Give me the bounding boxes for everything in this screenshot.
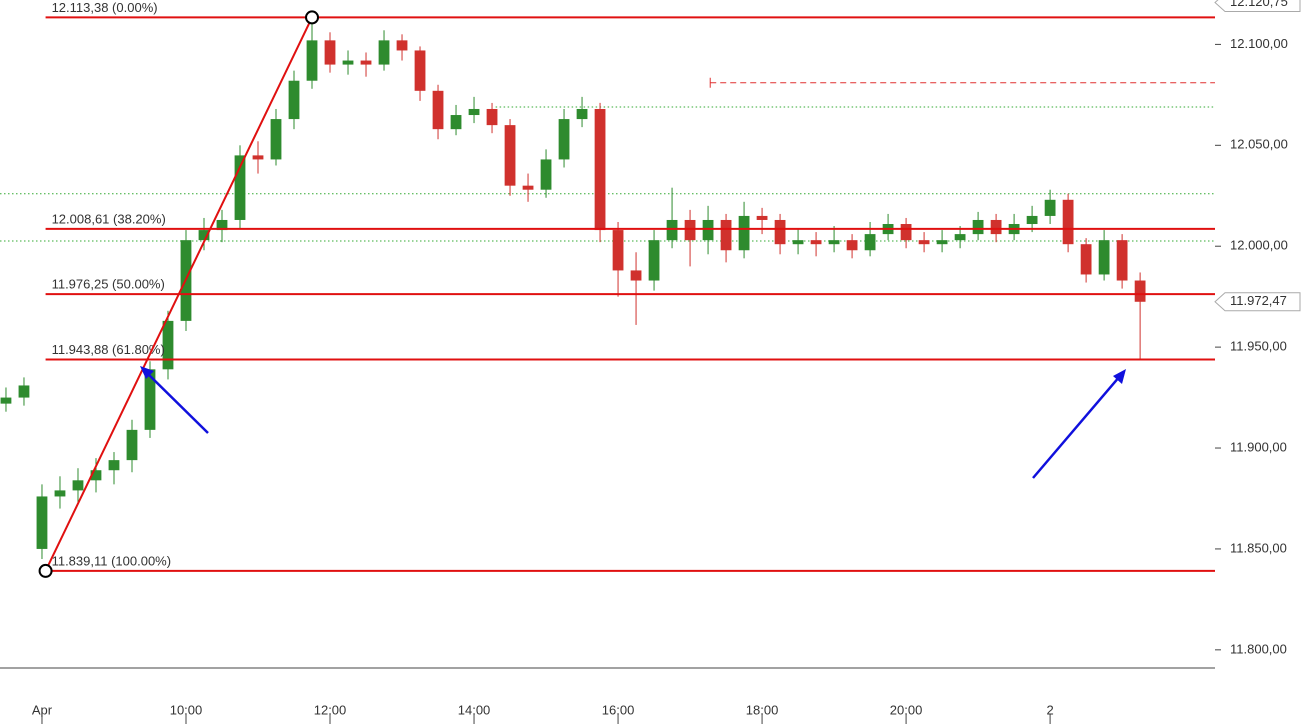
candle-body — [990, 219, 1002, 235]
candle-body — [468, 108, 480, 116]
candle-body — [666, 219, 678, 241]
price-tag-label: 12.120,75 — [1230, 0, 1288, 9]
candle-body — [810, 240, 822, 245]
x-tick-label: Apr — [32, 702, 53, 717]
candle-body — [522, 185, 534, 190]
candle-body — [90, 470, 102, 481]
candle-body — [1044, 199, 1056, 216]
candle-body — [612, 230, 624, 271]
candle-body — [72, 480, 84, 491]
x-tick-label: 10:00 — [170, 702, 203, 717]
candle-body — [486, 108, 498, 126]
price-tag — [1214, 292, 1301, 312]
candle-body — [1062, 199, 1074, 245]
fib-label: 11.976,25 (50.00%) — [52, 277, 165, 292]
candle-body — [18, 385, 30, 398]
candle-body — [720, 219, 732, 251]
arrow — [1032, 375, 1121, 479]
candle-body — [126, 429, 138, 461]
y-tick-label: 12.100,00 — [1230, 36, 1288, 51]
candle-body — [252, 155, 264, 160]
candle-body — [918, 240, 930, 245]
candle-body — [306, 40, 318, 81]
candle-body — [198, 230, 210, 241]
candle-body — [144, 369, 156, 430]
fib-trend-line — [44, 16, 313, 572]
candle-body — [414, 50, 426, 91]
candle-body — [972, 219, 984, 235]
candle-body — [216, 219, 228, 231]
y-tick-label: 11.800,00 — [1230, 641, 1287, 656]
candle-body — [1080, 244, 1092, 275]
fib-label: 11.943,88 (61.80%) — [52, 342, 165, 357]
x-tick-label: 18:00 — [746, 702, 779, 717]
annotation-arrows — [140, 366, 1126, 479]
y-tick-label: 11.850,00 — [1230, 540, 1287, 555]
candle-body — [1134, 280, 1146, 302]
candle-body — [36, 496, 48, 549]
x-tick-label: 14:00 — [458, 702, 491, 717]
candle-body — [594, 108, 606, 231]
candle-body — [936, 240, 948, 245]
candle-body — [396, 40, 408, 51]
x-tick-label: 16:00 — [602, 702, 635, 717]
candle-body — [1026, 215, 1038, 225]
candle-body — [1098, 240, 1110, 275]
candle-body — [540, 159, 552, 190]
candle-body — [270, 119, 282, 160]
x-tick-label: 20:00 — [890, 702, 923, 717]
candle-body — [954, 234, 966, 241]
fib-label: 11.839,11 (100.00%) — [52, 553, 172, 568]
candle-body — [558, 119, 570, 160]
candle-body — [900, 224, 912, 241]
y-tick-label: 11.900,00 — [1230, 439, 1287, 454]
candle-body — [450, 115, 462, 130]
y-tick-label: 12.000,00 — [1230, 238, 1288, 253]
candle-body — [378, 40, 390, 65]
candle-body — [234, 155, 246, 220]
candle-body — [288, 80, 300, 120]
candle-body — [162, 320, 174, 370]
candle-body — [828, 240, 840, 245]
candle-body — [504, 125, 516, 186]
candle-body — [324, 40, 336, 65]
candle-body — [684, 219, 696, 241]
arrow — [145, 371, 209, 434]
candle-body — [846, 240, 858, 251]
candle-body — [774, 219, 786, 245]
x-tick-label: 2 — [1046, 702, 1053, 717]
candle-body — [792, 240, 804, 245]
candle-body — [864, 234, 876, 251]
y-tick-label: 12.050,00 — [1230, 137, 1288, 152]
candle-body — [1116, 240, 1128, 281]
x-tick-label: 12:00 — [314, 702, 347, 717]
fib-label: 12.008,61 (38.20%) — [52, 211, 166, 226]
candle-body — [0, 397, 12, 404]
y-tick-label: 11.950,00 — [1230, 339, 1287, 354]
price-tag — [1214, 0, 1301, 13]
arrow-head — [140, 366, 154, 379]
candle-body — [108, 460, 120, 471]
candle-body — [576, 108, 588, 120]
candle-body — [54, 490, 66, 497]
candle-body — [648, 240, 660, 281]
fib-anchor — [38, 563, 53, 578]
candle-body — [702, 219, 714, 241]
fib-label: 12.113,38 (0.00%) — [52, 0, 158, 15]
candle-body — [360, 60, 372, 65]
price-tag-label: 11.972,47 — [1230, 293, 1287, 308]
candle-body — [630, 270, 642, 281]
fib-anchor — [305, 10, 320, 25]
candle-body — [738, 215, 750, 251]
arrow-head — [1113, 369, 1126, 384]
candle-body — [342, 60, 354, 65]
candle-body — [432, 90, 444, 130]
candle-body — [756, 215, 768, 220]
